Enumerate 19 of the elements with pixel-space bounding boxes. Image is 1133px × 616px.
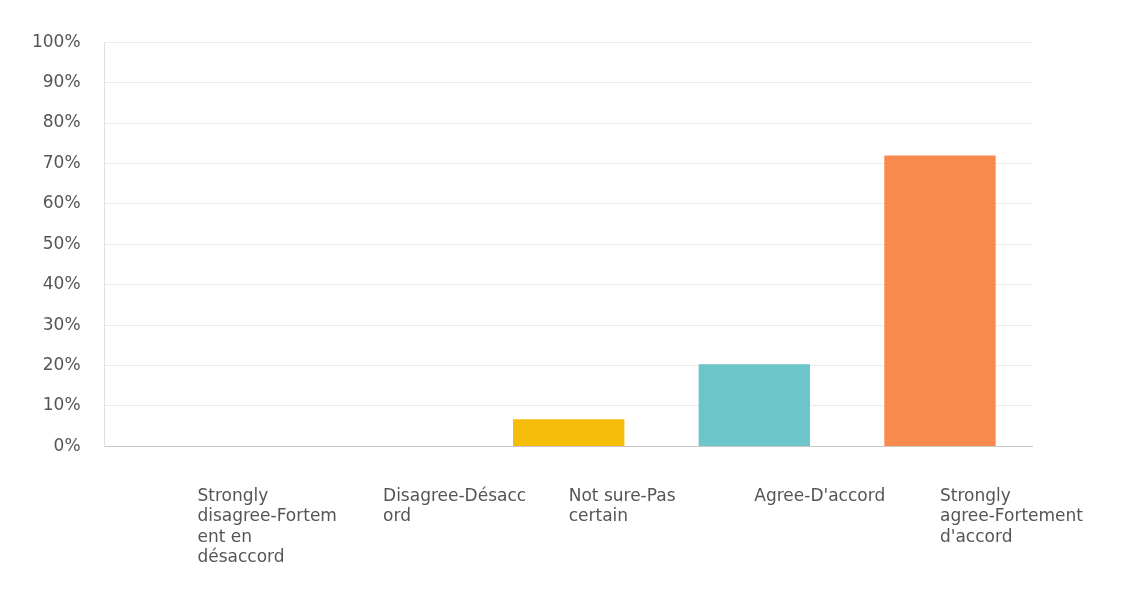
y-tick-label: 50% [42,232,81,253]
y-tick-label: 10% [42,394,81,415]
y-tick-label: 40% [42,273,81,294]
y-tick-label: 80% [42,111,81,132]
x-tick-label: Strongly agree-Fortement d'accord [939,485,1084,546]
bar [884,155,996,446]
x-tick-label: Agree-D'accord [754,485,886,506]
y-tick-label: 70% [42,151,81,172]
y-tick-label: 30% [42,313,81,334]
y-tick-label: 90% [42,71,81,92]
y-tick-label: 100% [31,30,81,51]
bar [698,364,811,446]
y-tick-label: 60% [42,192,81,213]
x-tick-label: Disagree-Désaccord [383,485,527,526]
x-tick-label: Not sure-Pas certain [568,485,676,526]
y-tick-label: 0% [53,434,81,455]
bar [513,419,625,446]
y-tick-label: 20% [42,353,81,374]
x-tick-label: Strongly disagree-Fortement en désaccord [197,485,337,567]
